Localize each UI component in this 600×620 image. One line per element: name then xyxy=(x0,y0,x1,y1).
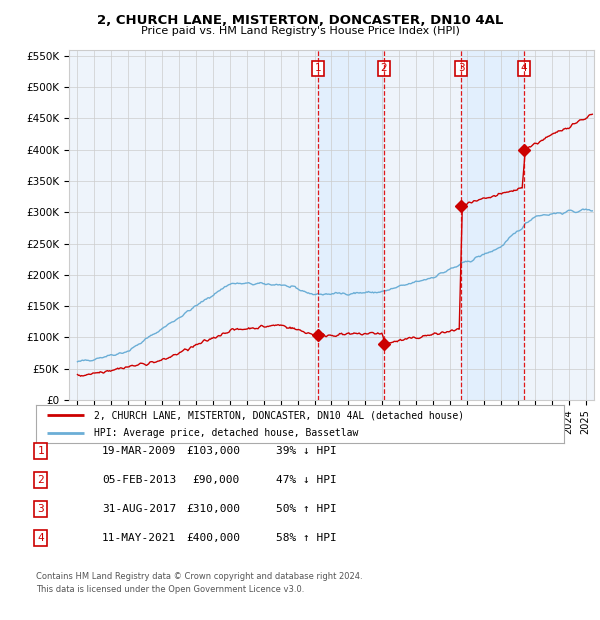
Text: 2: 2 xyxy=(37,475,44,485)
Text: 1: 1 xyxy=(315,63,322,73)
Text: 19-MAR-2009: 19-MAR-2009 xyxy=(102,446,176,456)
Text: 11-MAY-2021: 11-MAY-2021 xyxy=(102,533,176,543)
Text: 2, CHURCH LANE, MISTERTON, DONCASTER, DN10 4AL (detached house): 2, CHURCH LANE, MISTERTON, DONCASTER, DN… xyxy=(94,410,464,420)
Text: 4: 4 xyxy=(521,63,527,73)
Text: £90,000: £90,000 xyxy=(193,475,240,485)
Text: 2: 2 xyxy=(380,63,387,73)
Text: Contains HM Land Registry data © Crown copyright and database right 2024.: Contains HM Land Registry data © Crown c… xyxy=(36,572,362,582)
Text: 47% ↓ HPI: 47% ↓ HPI xyxy=(276,475,337,485)
Text: 05-FEB-2013: 05-FEB-2013 xyxy=(102,475,176,485)
Text: 2, CHURCH LANE, MISTERTON, DONCASTER, DN10 4AL: 2, CHURCH LANE, MISTERTON, DONCASTER, DN… xyxy=(97,14,503,27)
Text: £310,000: £310,000 xyxy=(186,504,240,514)
Bar xyxy=(461,50,524,400)
Text: 50% ↑ HPI: 50% ↑ HPI xyxy=(276,504,337,514)
Text: £400,000: £400,000 xyxy=(186,533,240,543)
Text: 31-AUG-2017: 31-AUG-2017 xyxy=(102,504,176,514)
Bar xyxy=(318,50,384,400)
Text: 3: 3 xyxy=(458,63,464,73)
Text: £103,000: £103,000 xyxy=(186,446,240,456)
Text: 4: 4 xyxy=(37,533,44,543)
Text: 1: 1 xyxy=(37,446,44,456)
Text: 3: 3 xyxy=(37,504,44,514)
Text: 39% ↓ HPI: 39% ↓ HPI xyxy=(276,446,337,456)
Text: Price paid vs. HM Land Registry's House Price Index (HPI): Price paid vs. HM Land Registry's House … xyxy=(140,26,460,36)
Text: 58% ↑ HPI: 58% ↑ HPI xyxy=(276,533,337,543)
Text: HPI: Average price, detached house, Bassetlaw: HPI: Average price, detached house, Bass… xyxy=(94,428,358,438)
Text: This data is licensed under the Open Government Licence v3.0.: This data is licensed under the Open Gov… xyxy=(36,585,304,594)
